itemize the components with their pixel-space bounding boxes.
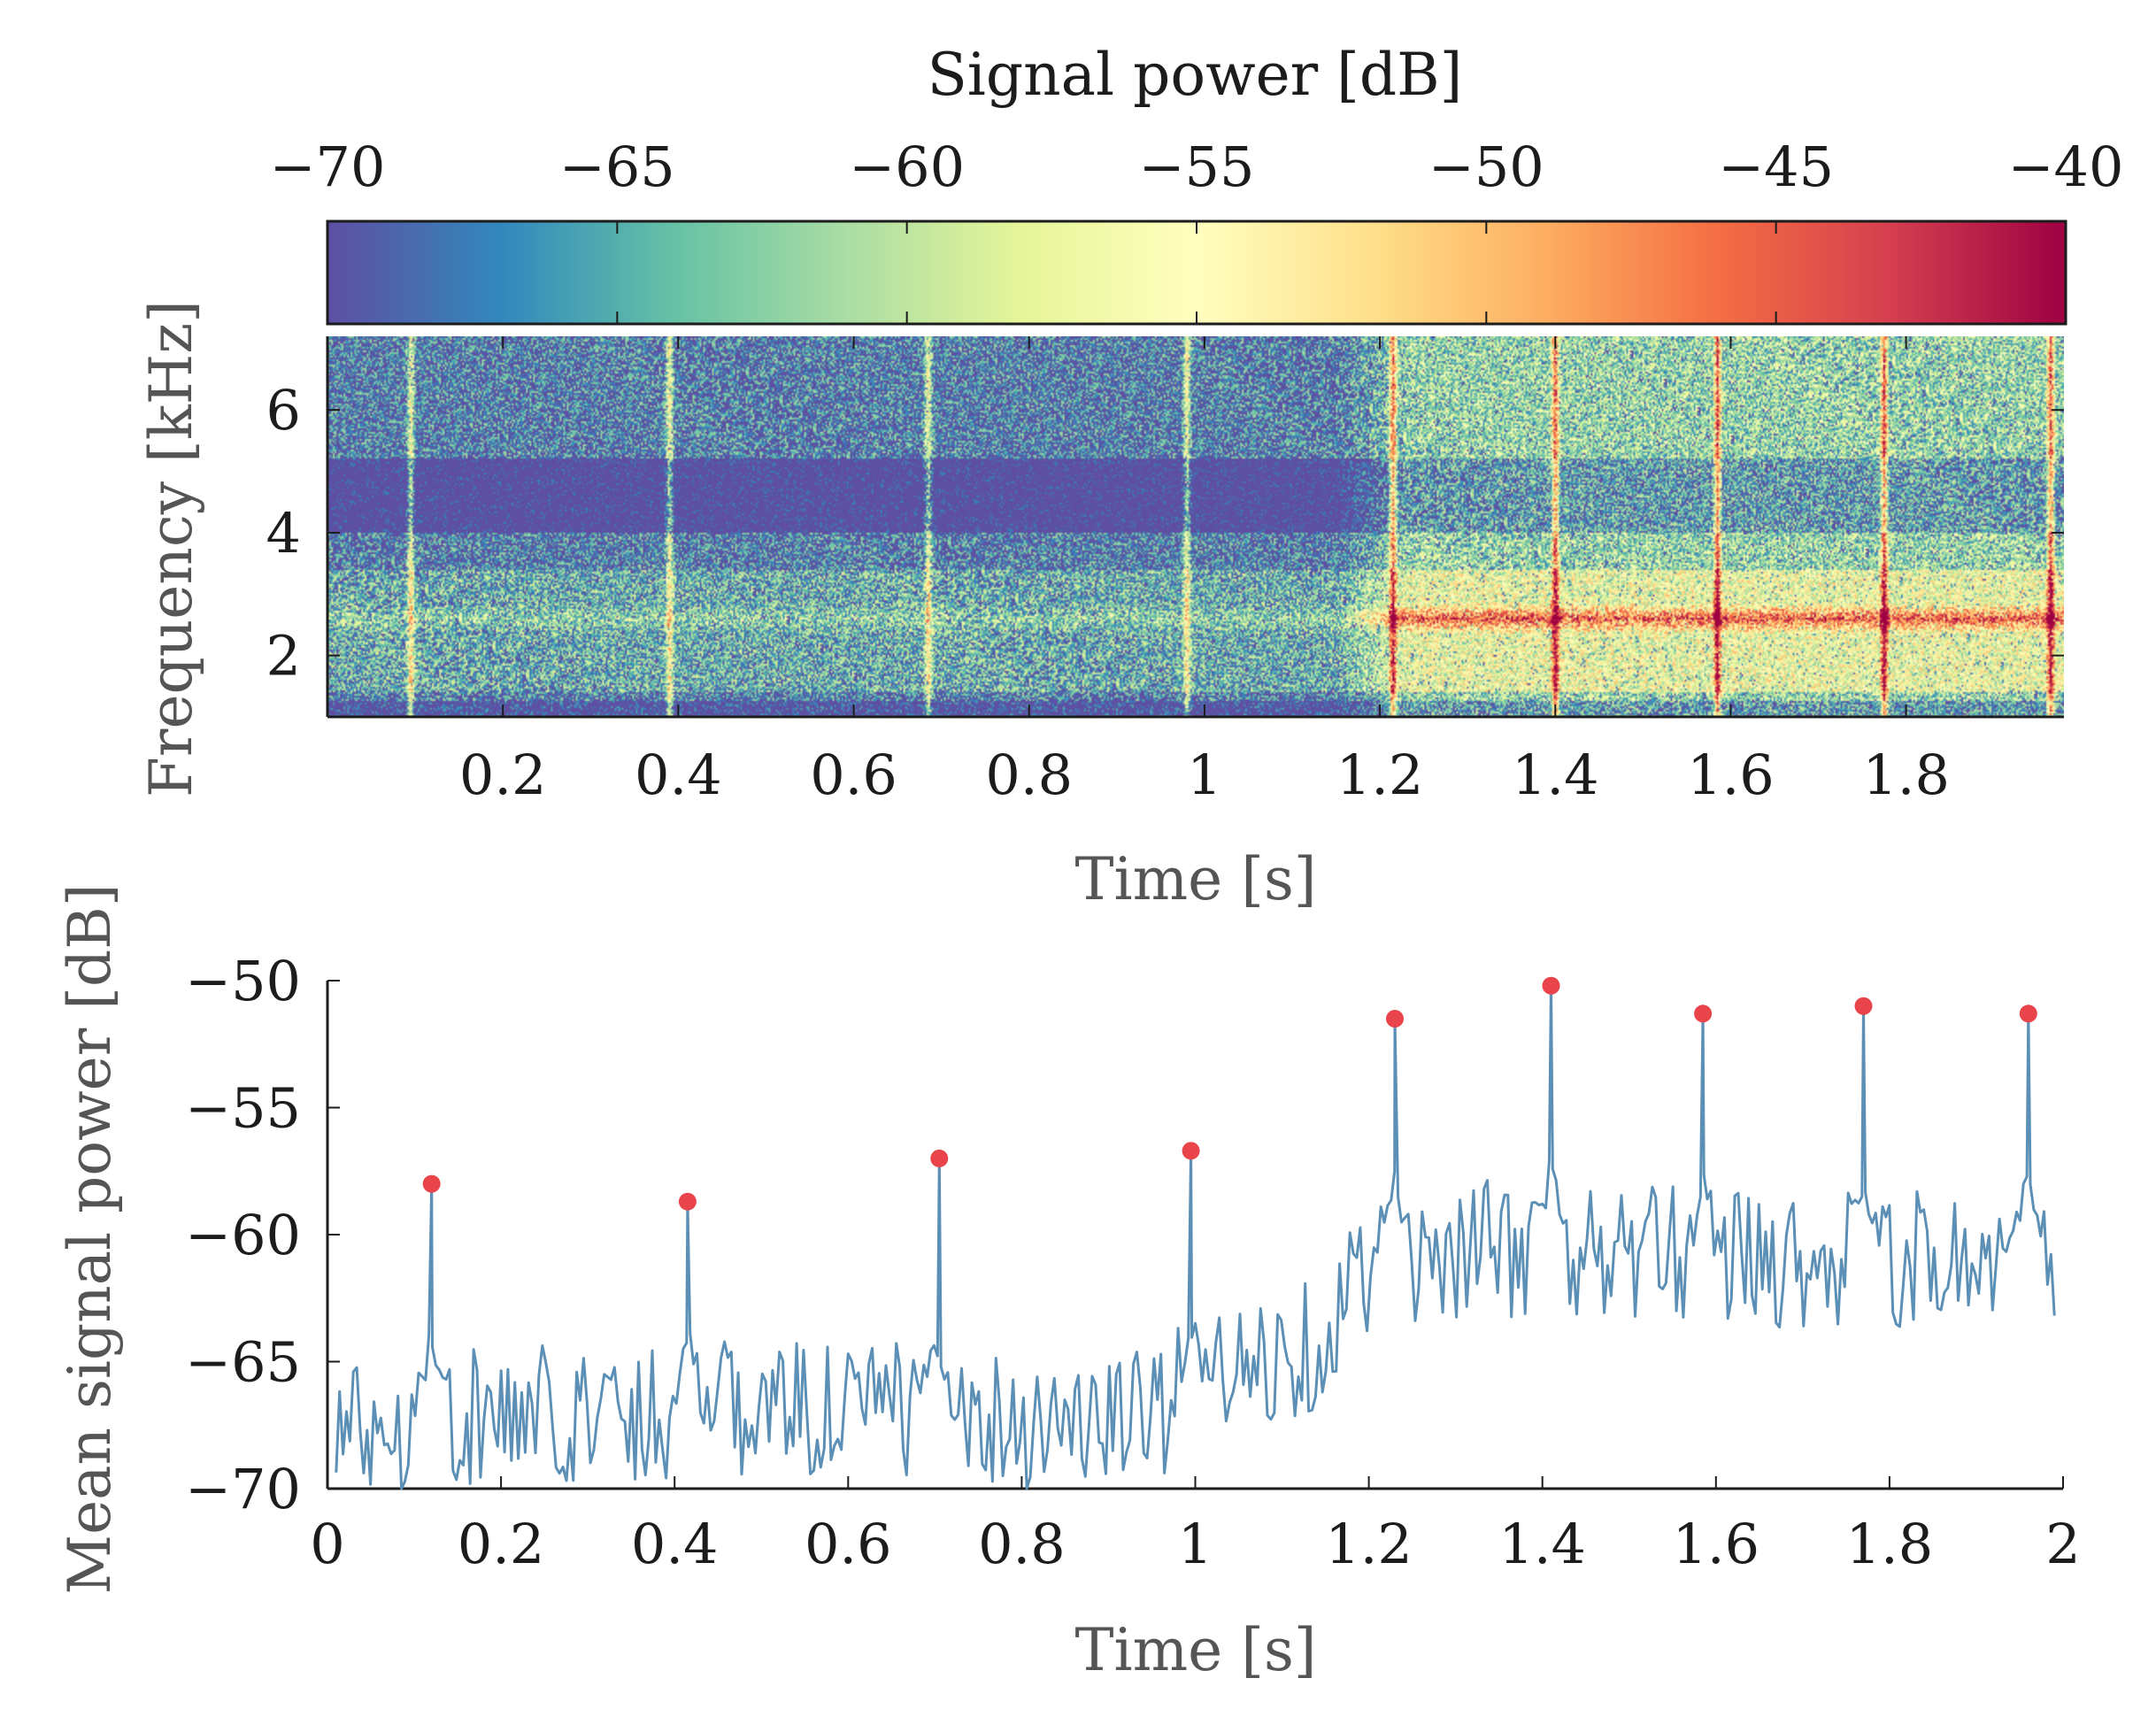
spectrogram-x-tick-label: 1.8 [1862,743,1950,807]
line-plot-x-tick-label: 1.6 [1672,1512,1759,1576]
colorbar-tick-label: −60 [849,135,965,199]
line-plot-y-tick-label: −60 [185,1203,301,1267]
mean-power-series-line [335,984,2056,1490]
mean-power-panel: 0 0.2 0.4 0.6 0.8 1 1.2 1.4 1.6 1.8 2 −70 −65 −60 −55… [56,884,2081,1684]
line-plot-y-ticks: −70 −65 −60 −55 −50 [185,949,340,1521]
line-plot-x-tick-label: 1.4 [1498,1512,1586,1576]
spectrogram-y-tick-label: 6 [266,378,301,443]
peak-marker [1694,1005,1713,1023]
peak-marker [930,1149,949,1167]
colorbar-tick-label: −45 [1718,135,1834,199]
colorbar-tick-label: −65 [559,135,675,199]
spectrogram-x-tick-label: 0.8 [985,743,1073,807]
peak-marker [1386,1010,1405,1028]
peak-marker [1182,1142,1200,1160]
spectrogram-x-ticks: 0.2 0.4 0.6 0.8 1 1.2 1.4 1.6 1.8 [459,336,1950,807]
spectrogram-y-ticks: 2 4 6 [266,378,2064,689]
spectrogram-image [327,336,2064,717]
spectrogram-panel: 0.2 0.4 0.6 0.8 1 1.2 1.4 1.6 1.8 2 4 6 Time [s] F… [137,300,2064,913]
line-plot-x-tick-label: 0 [310,1512,344,1576]
line-plot-x-tick-label: 1.8 [1846,1512,1934,1576]
peak-marker [2019,1005,2037,1023]
colorbar-tick-label: −55 [1139,135,1255,199]
line-plot-x-ticks: 0 0.2 0.4 0.6 0.8 1 1.2 1.4 1.6 1.8 2 [310,1476,2081,1576]
line-plot-x-tick-label: 1 [1178,1512,1213,1576]
colorbar-tick-label: −50 [1428,135,1544,199]
spectrogram-x-axis-label: Time [s] [1074,845,1316,913]
line-plot-y-tick-label: −65 [185,1330,301,1395]
spectrogram-x-tick-label: 0.6 [810,743,897,807]
line-plot-x-tick-label: 0.2 [458,1512,545,1576]
line-plot-x-tick-label: 0.8 [978,1512,1066,1576]
spectrogram-x-tick-label: 0.2 [459,743,547,807]
peak-marker [1542,976,1560,995]
spectrogram-x-tick-label: 1 [1187,743,1221,807]
spectrogram-x-tick-label: 1.2 [1336,743,1424,807]
line-plot-x-tick-label: 2 [2045,1512,2080,1576]
spectrogram-y-tick-label: 2 [266,624,301,689]
line-plot-x-tick-label: 1.2 [1325,1512,1413,1576]
line-plot-x-axis-label: Time [s] [1074,1616,1316,1684]
colorbar: Signal power [dB] −70 −65 −60 −55 −50 −45 −40 [270,41,2124,326]
colorbar-gradient [326,219,2067,326]
colorbar-tick-label: −40 [2008,135,2124,199]
peak-marker [1854,997,1873,1015]
spectrogram-x-tick-label: 1.4 [1512,743,1599,807]
colorbar-ticks [327,221,2067,324]
line-plot-y-axis-label: Mean signal power [dB] [56,884,124,1595]
peak-marker [422,1174,441,1193]
spectrogram-y-axis-label: Frequency [kHz] [137,300,205,797]
line-plot-x-tick-label: 0.6 [805,1512,892,1576]
colorbar-tick-label: −70 [270,135,386,199]
line-plot-y-tick-label: −50 [185,949,301,1013]
peak-markers [422,976,2037,1211]
line-plot-x-tick-label: 0.4 [631,1512,719,1576]
colorbar-label: Signal power [dB] [928,41,1463,109]
spectrogram-axes [326,336,2064,719]
line-plot-y-tick-label: −70 [185,1457,301,1521]
spectrogram-x-tick-label: 0.4 [635,743,722,807]
spectrogram-y-tick-label: 4 [266,501,301,566]
spectrogram-x-tick-label: 1.6 [1687,743,1775,807]
peak-marker [678,1192,697,1211]
colorbar-tick-labels: −70 −65 −60 −55 −50 −45 −40 [270,135,2124,199]
line-plot-y-tick-label: −55 [185,1076,301,1141]
